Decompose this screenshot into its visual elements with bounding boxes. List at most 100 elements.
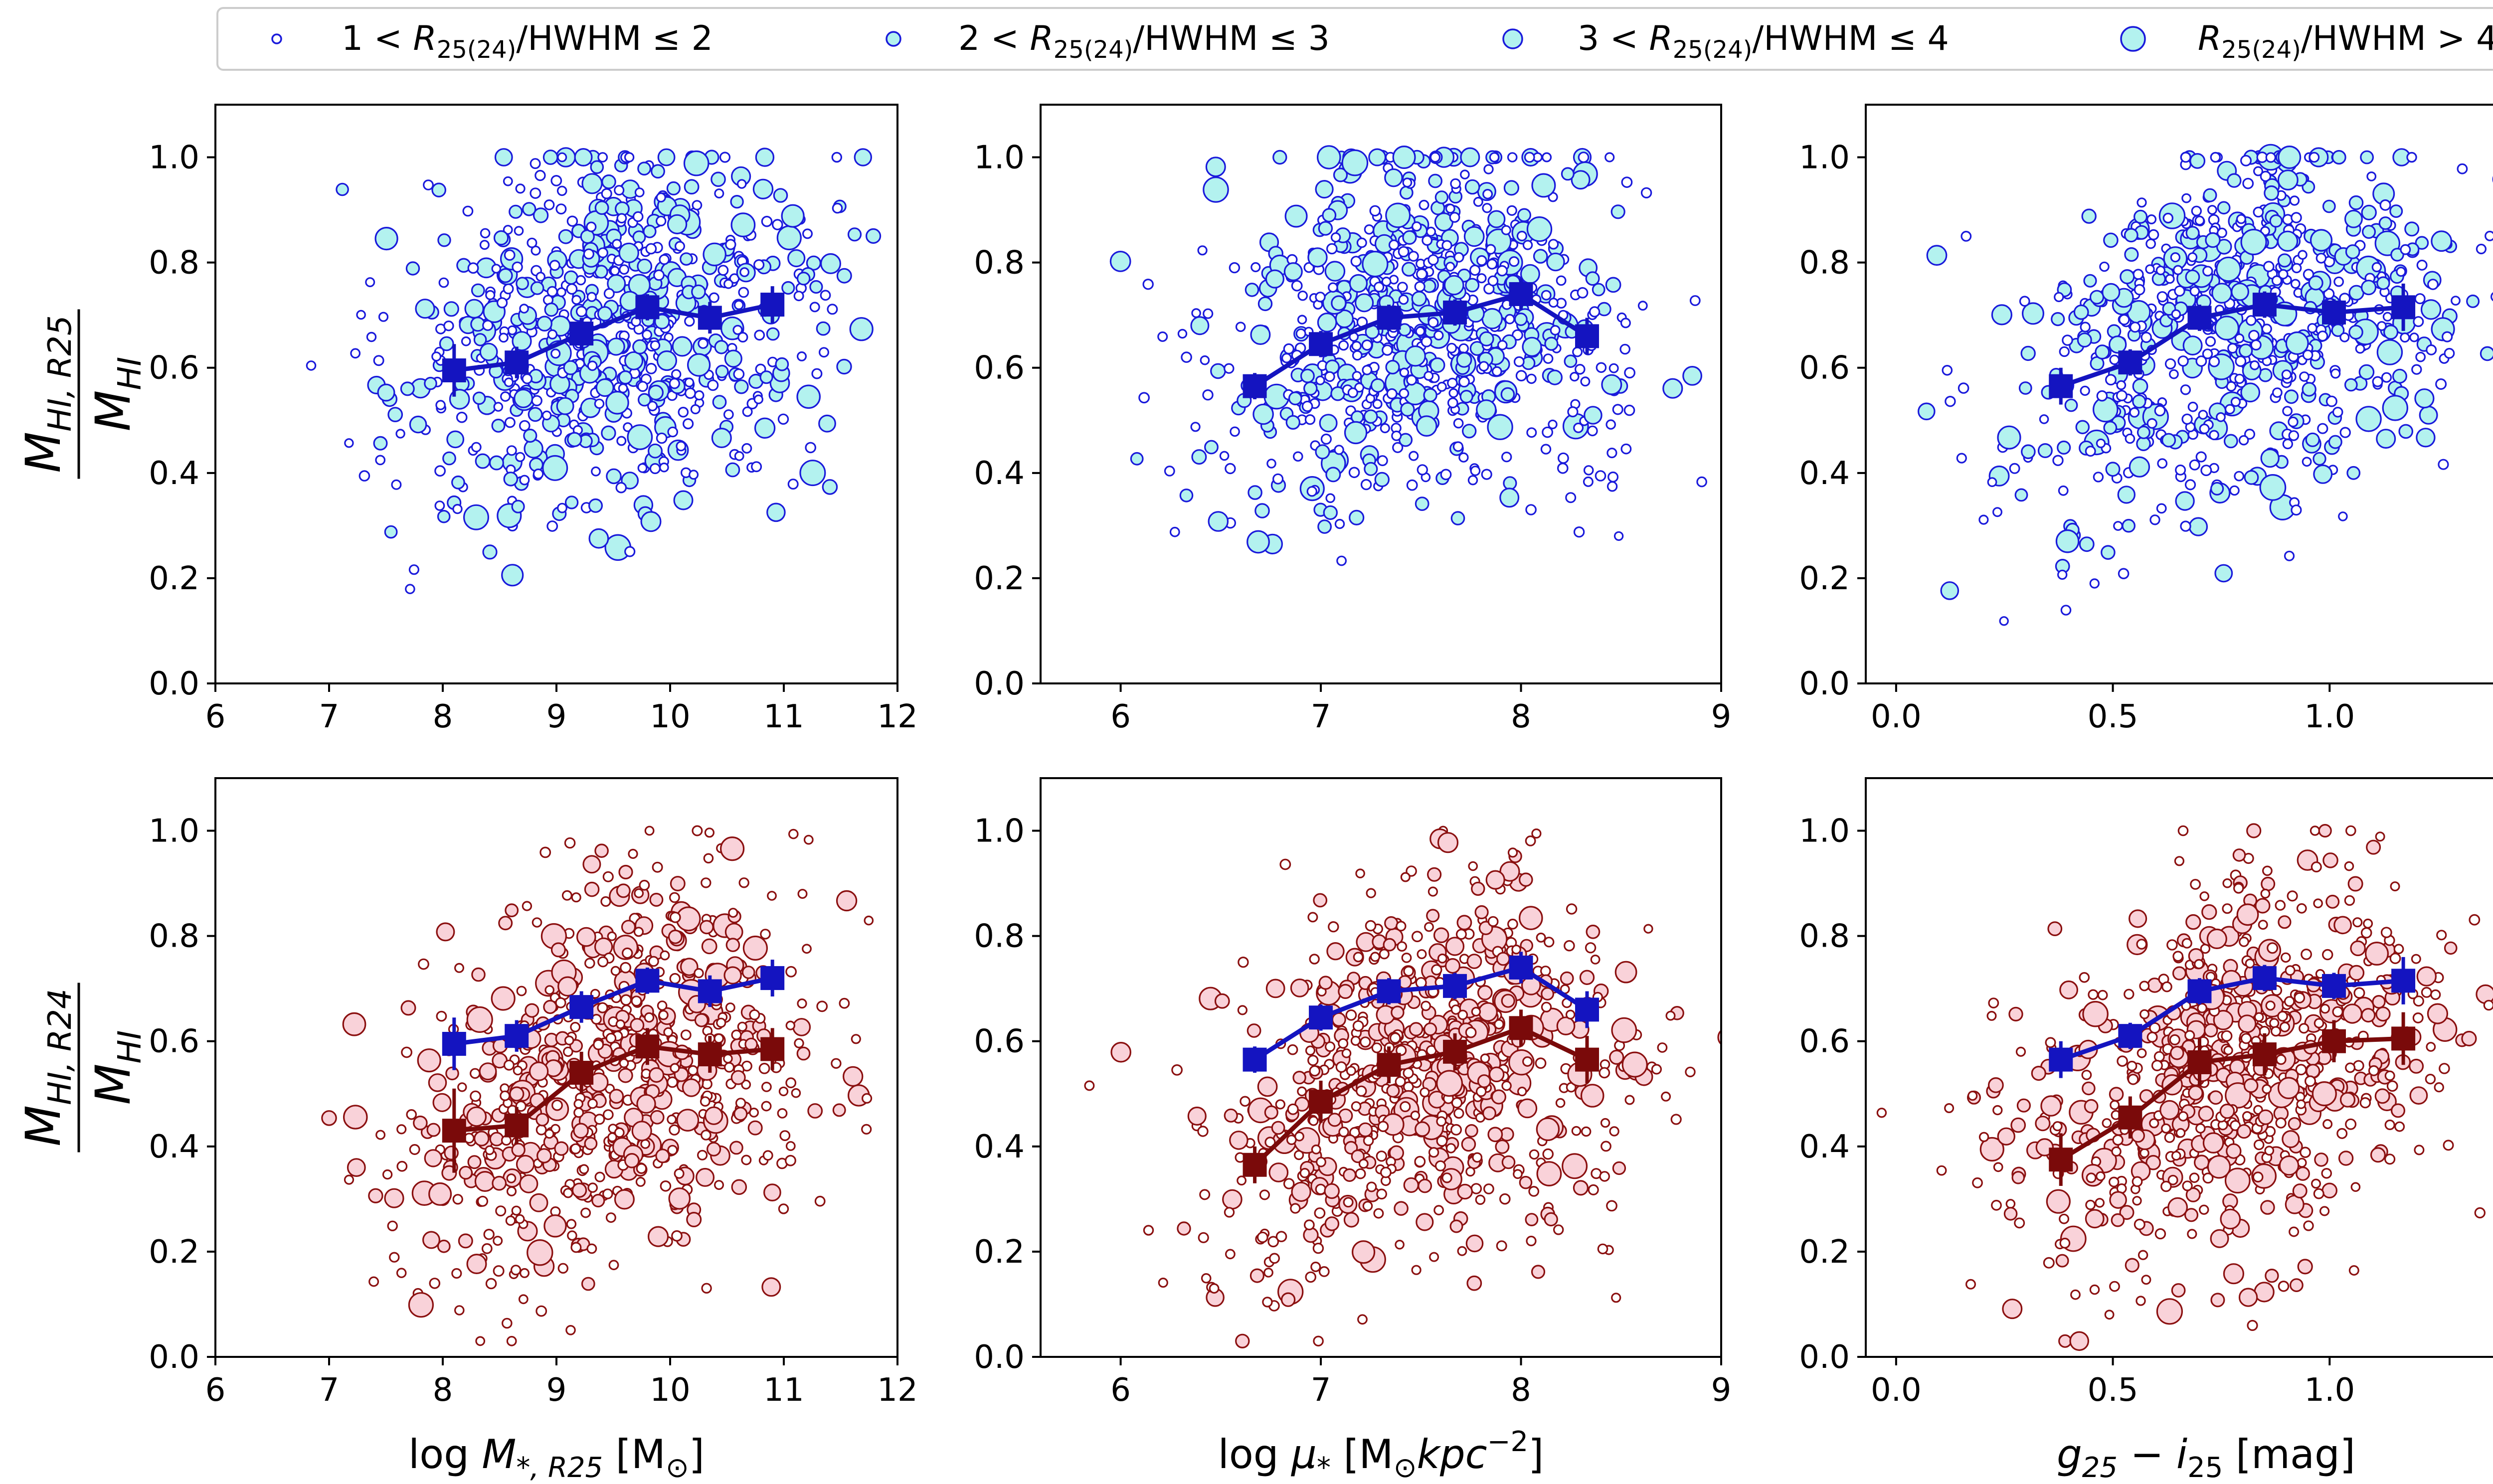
scatter-point [2416,428,2436,448]
scatter-point [2262,865,2273,876]
scatter-point [1197,1126,1209,1137]
scatter-point [530,281,544,295]
scatter-point [692,200,703,211]
scatter-point [1392,146,1416,169]
scatter-point [1300,368,1315,383]
scatter-point [1356,237,1367,248]
scatter-point [1607,471,1619,483]
scatter-point [614,185,625,196]
scatter-point [431,182,446,197]
scatter-point [864,915,874,926]
scatter-point [2204,1023,2218,1038]
scatter-point [2392,368,2407,384]
scatter-point [2134,209,2148,224]
scatter-point [1377,455,1388,467]
scatter-point [2365,941,2389,966]
scatter-point [2315,253,2327,264]
scatter-point [839,997,850,1009]
trend-marker [505,1113,529,1138]
scatter-point [375,455,386,466]
scatter-point [2376,339,2403,365]
scatter-point [424,376,437,390]
scatter-point [527,1239,553,1266]
scatter-point [1341,1048,1352,1058]
scatter-point [1640,187,1652,198]
scatter-point [503,1059,515,1071]
scatter-point [796,384,821,409]
scatter-point [1606,447,1617,459]
scatter-point [566,1219,577,1229]
scatter-point [1600,1118,1610,1128]
scatter-point [1612,404,1623,415]
scatter-point [1343,1212,1359,1228]
scatter-point [2184,1208,2199,1222]
scatter-point [1565,492,1577,503]
scatter-point [542,455,568,481]
x-tick-label: 9 [1711,1372,1732,1409]
scatter-point [2181,413,2193,425]
scatter-point [2159,1100,2180,1120]
scatter-point [446,430,465,449]
scatter-points [306,147,882,594]
scatter-point [2378,216,2392,230]
scatter-point [1619,343,1630,355]
scatter-point [2310,229,2333,252]
scatter-point [1326,942,1345,961]
scatter-point [387,407,403,422]
scatter-point [2313,1188,2324,1199]
scatter-point [2164,358,2176,370]
scatter-point [2280,952,2291,963]
scatter-point [1397,941,1408,952]
scatter-point [2414,293,2426,305]
scatter-point [730,195,744,209]
scatter-point [734,451,744,461]
scatter-point [534,169,546,181]
scatter-point [1624,1095,1635,1105]
scatter-point [1573,526,1585,538]
scatter-point [1257,1076,1278,1097]
scatter-point [1392,442,1404,453]
scatter-point [1466,954,1482,969]
scatter-point [2205,336,2216,347]
scatter-point [2253,206,2264,218]
trend-marker [698,1042,722,1067]
scatter-point [515,1100,527,1112]
scatter-point [1434,190,1449,204]
scatter-point [492,1175,507,1191]
scatter-point [2169,369,2179,379]
scatter-point [1247,485,1262,500]
scatter-point [550,1124,560,1134]
scatter-point [1309,954,1320,965]
trend-marker [505,350,529,375]
trend-red [2049,1012,2416,1186]
y-tick-label: 0.6 [1799,350,1850,387]
scatter-point [2350,940,2366,957]
scatter-point [2149,1118,2159,1129]
scatter-point [2301,948,2313,960]
scatter-point [454,1305,465,1316]
scatter-point [1330,232,1341,243]
scatter-point [2222,903,2233,914]
scatter-point [2134,284,2145,296]
scatter-point [597,956,609,968]
scatter-point [2064,398,2078,412]
x-tick-label: 10 [650,698,690,735]
scatter-point [1453,418,1464,429]
scatter-point [2059,1213,2070,1224]
panel-bottom-middle: 6 7 8 90.00.20.40.60.81.0 [974,777,1732,1409]
scatter-point [2083,274,2097,288]
scatter-point [2113,521,2123,531]
scatter-point [2037,443,2053,458]
x-tick-label: 11 [763,698,804,735]
scatter-point [669,1124,680,1136]
scatter-point [644,825,655,836]
scatter-point [1362,250,1389,278]
scatter-point [2366,171,2377,181]
scatter-point [1987,477,1997,487]
scatter-point [667,426,678,438]
scatter-point [1315,444,1330,460]
scatter-point [595,378,614,397]
scatter-point [1426,909,1440,923]
scatter-point [1281,352,1292,363]
scatter-point [1400,402,1415,417]
